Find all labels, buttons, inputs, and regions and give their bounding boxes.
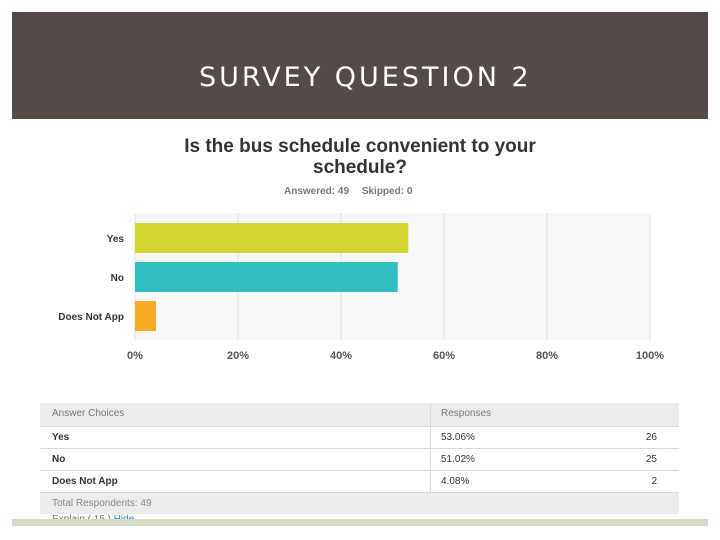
bar (135, 301, 157, 331)
x-tick-label: 40% (330, 350, 352, 362)
x-tick-label: 0% (127, 350, 143, 362)
x-tick-label: 100% (636, 350, 664, 362)
x-tick-label: 20% (227, 350, 249, 362)
row-choice: No (52, 454, 66, 465)
row-count: 25 (645, 454, 657, 465)
row-count: 2 (651, 476, 657, 487)
slide-header: SURVEY QUESTION 2 (12, 12, 708, 119)
row-choice: Yes (52, 432, 70, 443)
row-percent: 51.02% (441, 454, 475, 465)
row-percent: 4.08% (441, 476, 470, 487)
skipped-count: Skipped: 0 (361, 186, 413, 197)
answered-count: Answered: 49 (284, 186, 350, 197)
bar-chart: 0% 20% 40% 60% 80% 100% Yes No Does Not App (58, 213, 664, 362)
question-title: Is the bus schedule convenient to your s… (100, 136, 620, 178)
x-tick-label: 60% (433, 350, 455, 362)
row-percent: 53.06% (441, 432, 475, 443)
table-row: No 51.02% 25 (40, 449, 679, 471)
bar (135, 262, 398, 292)
question-title-line2: schedule? (313, 157, 407, 178)
slide-title: SURVEY QUESTION 2 (199, 62, 532, 93)
x-tick-label: 80% (536, 350, 558, 362)
bar (135, 223, 409, 253)
table-row: Yes 53.06% 26 (40, 427, 679, 449)
category-label: No (111, 273, 124, 284)
total-respondents: Total Respondents: 49 (52, 498, 152, 509)
category-label: Does Not App (58, 312, 124, 323)
row-count: 26 (645, 432, 657, 443)
table-row: Does Not App 4.08% 2 (40, 471, 679, 493)
table-header-row: Answer Choices Responses (40, 403, 679, 427)
footer-line (12, 519, 708, 526)
category-label: Yes (107, 234, 125, 245)
table-total-row: Total Respondents: 49 (40, 493, 679, 514)
header-answer-choices: Answer Choices (52, 408, 125, 419)
row-choice: Does Not App (52, 476, 118, 487)
responses-table: Answer Choices Responses Yes 53.06% 26 N… (40, 403, 679, 514)
response-meta: Answered: 49 Skipped: 0 (284, 186, 422, 197)
question-title-line1: Is the bus schedule convenient to your (184, 136, 536, 157)
header-responses: Responses (441, 408, 492, 419)
